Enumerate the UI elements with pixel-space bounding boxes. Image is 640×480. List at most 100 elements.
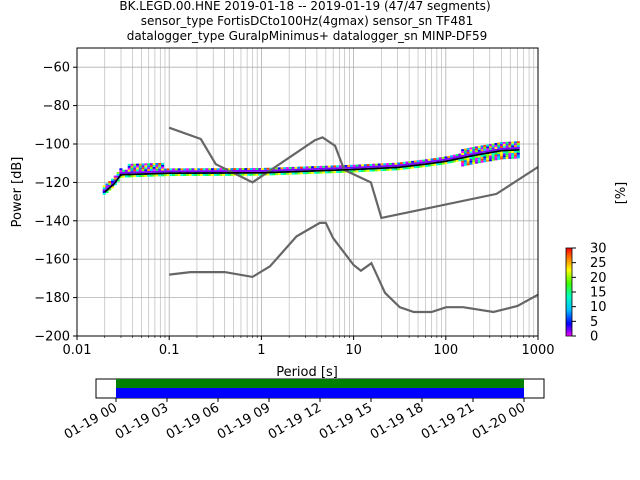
density-cell <box>463 152 468 155</box>
density-cell <box>283 167 287 170</box>
density-cell <box>216 173 220 176</box>
density-cell <box>144 174 148 177</box>
density-cell <box>311 166 315 169</box>
density-cell <box>463 163 468 166</box>
density-cell <box>350 166 354 169</box>
density-cell <box>116 171 120 174</box>
density-cell <box>413 162 417 165</box>
timeline-tick-label: 01-19 21 <box>419 400 477 442</box>
density-cell <box>383 165 387 168</box>
density-cell <box>127 163 131 166</box>
density-cell <box>483 158 487 161</box>
density-cell <box>450 161 454 163</box>
density-cell <box>422 161 426 164</box>
density-cell <box>230 173 234 176</box>
density-cell <box>438 157 442 160</box>
density-cell <box>130 175 134 178</box>
density-cell <box>238 168 242 171</box>
y-tick-label: −160 <box>34 253 70 268</box>
density-cell <box>188 168 192 171</box>
density-cell <box>322 167 326 170</box>
density-cell <box>108 188 112 191</box>
density-cell <box>302 168 306 171</box>
density-cell <box>119 175 123 178</box>
density-cell <box>116 173 120 176</box>
y-tick-label: −120 <box>34 176 70 191</box>
density-cell <box>369 163 373 166</box>
x-tick-label: 0.01 <box>63 343 92 358</box>
density-cell <box>258 173 262 176</box>
density-cell <box>497 142 501 145</box>
density-cell <box>247 168 251 170</box>
density-cell <box>477 159 481 162</box>
x-tick-label: 1 <box>257 343 265 358</box>
density-cell <box>505 147 509 150</box>
colorbar-tick-label: 15 <box>590 286 607 301</box>
density-cell <box>191 168 195 171</box>
density-cell <box>413 166 417 169</box>
density-cell <box>313 171 317 174</box>
density-cell <box>258 168 262 170</box>
timeline-tick-label: 01-19 09 <box>215 400 273 442</box>
density-cell <box>172 174 176 177</box>
density-cell <box>124 171 129 174</box>
density-cell <box>447 155 451 158</box>
density-cell <box>502 141 506 144</box>
colorbar-tick-label: 30 <box>590 242 607 257</box>
plot-area: 0.01 0.1 1 10 100 1000 −60 −80 −100 −120 −140 −160… <box>34 47 555 358</box>
density-cell <box>155 168 159 171</box>
density-cell <box>508 155 512 157</box>
density-cell <box>338 165 342 168</box>
density-cell <box>494 156 498 159</box>
density-cell <box>122 171 126 174</box>
density-cell <box>319 167 323 170</box>
density-cell <box>491 147 495 150</box>
density-cell <box>286 168 290 171</box>
noise-model-line <box>169 221 539 314</box>
density-cell <box>433 158 437 160</box>
density-cell <box>102 185 106 188</box>
density-cell <box>402 161 406 164</box>
density-cell <box>441 162 445 165</box>
density-cell <box>430 164 434 167</box>
density-cell <box>330 171 334 174</box>
density-cell <box>144 163 148 166</box>
density-cell <box>483 160 487 163</box>
density-cell <box>500 157 504 160</box>
density-cell <box>141 167 145 170</box>
density-cell <box>122 169 126 172</box>
density-cell <box>213 170 217 173</box>
mode-curve <box>104 149 520 193</box>
density-cell <box>486 157 490 160</box>
density-cell <box>452 156 456 159</box>
density-cell <box>219 168 223 171</box>
density-cell <box>311 168 315 171</box>
density-cell <box>141 165 145 168</box>
density-cell <box>136 163 140 166</box>
density-cell <box>249 168 254 170</box>
density-cell <box>138 171 142 174</box>
density-cell <box>472 146 476 149</box>
density-cell <box>272 173 276 176</box>
density-cell <box>516 152 520 155</box>
density-cell <box>450 155 454 158</box>
density-cell <box>199 168 204 171</box>
density-cell <box>136 169 140 172</box>
density-cell <box>297 172 301 175</box>
density-cell <box>311 171 315 174</box>
density-cell <box>219 173 223 176</box>
density-cell <box>438 163 442 165</box>
density-cell <box>469 147 473 150</box>
y-tick-label: −200 <box>34 330 70 345</box>
density-cell <box>355 166 359 169</box>
density-cell <box>252 169 256 172</box>
density-cell <box>188 174 192 176</box>
density-cell <box>366 164 370 166</box>
density-cell <box>466 163 470 166</box>
density-cell <box>286 172 290 175</box>
density-cell <box>158 170 162 173</box>
density-cell <box>397 168 401 171</box>
density-cell <box>466 148 470 150</box>
